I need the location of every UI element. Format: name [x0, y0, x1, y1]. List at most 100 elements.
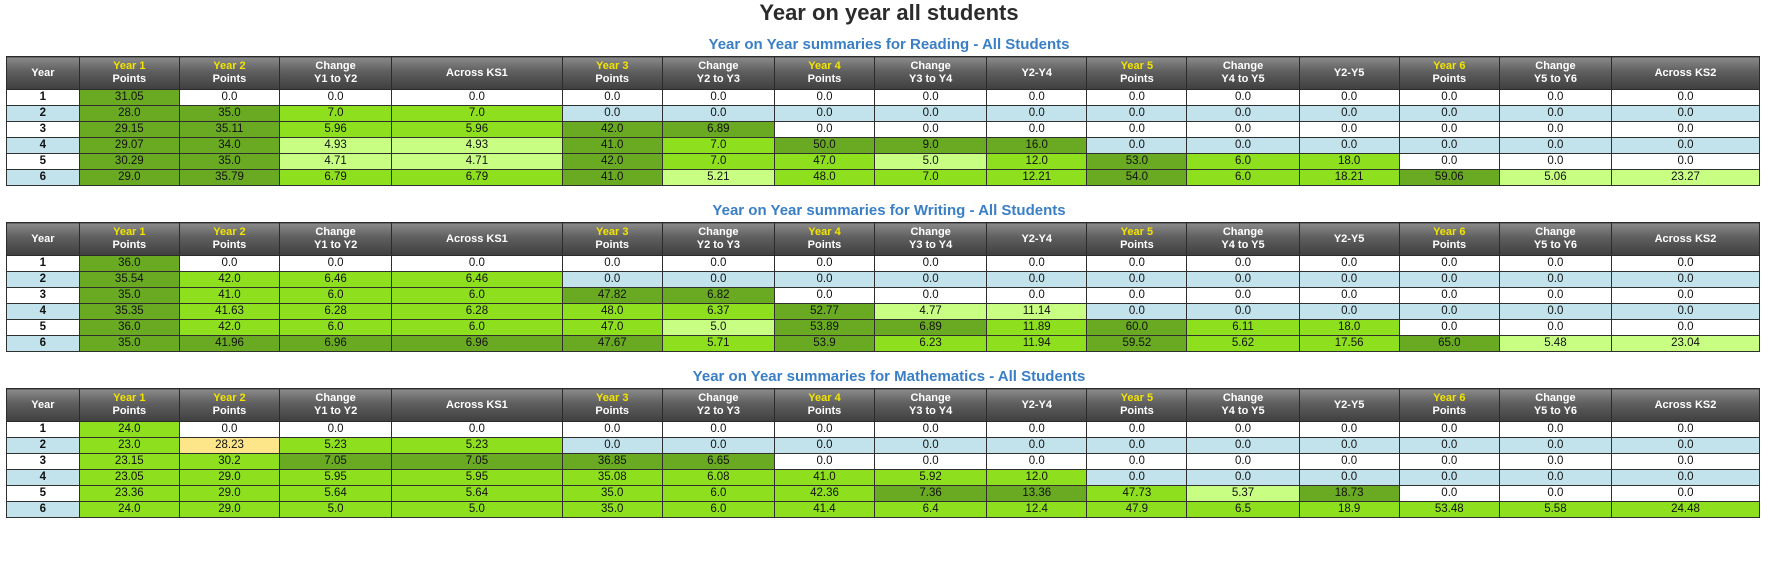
- column-header-year: Year 6: [1433, 226, 1466, 238]
- table-cell: 0.0: [1610, 89, 1761, 106]
- table-cell: 23.15: [78, 453, 180, 470]
- column-header-label: Change Y4 to Y5: [1221, 226, 1265, 251]
- row-year-cell: 4: [6, 469, 80, 486]
- table-cell: 6.82: [661, 287, 775, 304]
- column-header-label: Change Y1 to Y2: [313, 226, 358, 251]
- table-cell: 0.0: [1610, 121, 1761, 138]
- table-cell: 47.67: [561, 335, 663, 352]
- table-cell: 0.0: [986, 287, 1088, 304]
- table-cell: 36.85: [561, 453, 663, 470]
- table-row: 6 29.0 35.79 6.79 6.79 41.0 5.21 48.0 7.0 12.21 54…: [6, 169, 1761, 186]
- table-cell: 5.64: [391, 485, 563, 502]
- table-cell: 0.0: [1298, 453, 1400, 470]
- table-cell: 41.0: [561, 169, 663, 186]
- column-header: Year 5 Points: [1086, 222, 1188, 256]
- table-row: 5 23.36 29.0 5.64 5.64 35.0 6.0 42.36 7.36 13.36 4…: [6, 485, 1761, 502]
- row-year-cell: 5: [6, 153, 80, 170]
- column-header-label: Points: [595, 73, 630, 85]
- column-header: Year 4 Points: [773, 56, 876, 90]
- table-cell: 11.14: [986, 303, 1088, 320]
- row-year-cell: 5: [6, 485, 80, 502]
- table-cell: 0.0: [1298, 105, 1400, 122]
- table-cell: 24.0: [78, 421, 180, 438]
- table-cell: 47.73: [1086, 485, 1188, 502]
- table-cell: 6.46: [279, 271, 393, 288]
- column-header-label: Y2-Y5: [1333, 232, 1365, 245]
- table-cell: 53.9: [773, 335, 876, 352]
- page-title: Year on year all students: [759, 0, 1019, 25]
- table-cell: 0.0: [1610, 105, 1761, 122]
- table-cell: 0.0: [661, 105, 775, 122]
- table-cell: 6.28: [391, 303, 563, 320]
- table-cell: 0.0: [178, 255, 281, 272]
- mathematics-section-title: Year on Year summaries for Mathematics -…: [692, 368, 1086, 385]
- row-year-cell: 2: [6, 271, 80, 288]
- writing-section-title: Year on Year summaries for Writing - All…: [712, 202, 1066, 219]
- table-cell: 0.0: [1186, 89, 1300, 106]
- table-cell: 11.94: [986, 335, 1088, 352]
- column-header: Year 1 Points: [78, 222, 180, 256]
- table-cell: 47.0: [561, 319, 663, 336]
- column-header-label: Points: [212, 405, 247, 417]
- table-cell: 0.0: [986, 271, 1088, 288]
- table-cell: 0.0: [661, 421, 775, 438]
- reading-section: Year on Year summaries for Reading - All…: [0, 34, 1778, 186]
- table-cell: 0.0: [986, 453, 1088, 470]
- table-cell: 23.0: [78, 437, 180, 454]
- column-header: Year: [6, 388, 80, 422]
- column-header: Change Y4 to Y5: [1186, 56, 1300, 90]
- table-cell: 35.0: [561, 485, 663, 502]
- table-cell: 6.0: [1186, 153, 1300, 170]
- column-header-label: Change Y2 to Y3: [696, 392, 740, 417]
- column-header-year: Year 1: [113, 226, 146, 238]
- table-cell: 0.0: [1186, 105, 1300, 122]
- column-header: Year 2 Points: [178, 222, 281, 256]
- table-cell: 5.48: [1498, 335, 1612, 352]
- column-header-label: Y2-Y4: [1021, 232, 1053, 245]
- column-header-year: Year 3: [596, 226, 629, 238]
- column-header-year: Year 6: [1433, 60, 1466, 72]
- table-cell: 6.08: [661, 469, 775, 486]
- table-cell: 7.0: [391, 105, 563, 122]
- table-cell: 42.0: [561, 153, 663, 170]
- table-cell: 30.29: [78, 153, 180, 170]
- table-cell: 0.0: [773, 105, 876, 122]
- column-header: Year 2 Points: [178, 388, 281, 422]
- table-cell: 0.0: [1498, 255, 1612, 272]
- table-cell: 0.0: [1186, 271, 1300, 288]
- table-cell: 0.0: [1398, 469, 1500, 486]
- table-cell: 52.77: [773, 303, 876, 320]
- table-cell: 60.0: [1086, 319, 1188, 336]
- table-cell: 0.0: [1298, 303, 1400, 320]
- column-header: Year: [6, 222, 80, 256]
- column-header-year: Year 4: [808, 60, 841, 72]
- column-header-label: Points: [807, 405, 842, 417]
- row-year-cell: 6: [6, 169, 80, 186]
- table-cell: 5.0: [279, 501, 393, 518]
- column-header-label: Change Y1 to Y2: [313, 392, 358, 417]
- table-cell: 6.79: [279, 169, 393, 186]
- table-cell: 35.08: [561, 469, 663, 486]
- table-cell: 0.0: [1398, 287, 1500, 304]
- table-cell: 5.58: [1498, 501, 1612, 518]
- table-cell: 0.0: [1398, 453, 1500, 470]
- table-cell: 0.0: [1610, 437, 1761, 454]
- table-cell: 0.0: [773, 437, 876, 454]
- table-row: 5 36.0 42.0 6.0 6.0 47.0 5.0 53.89 6.89 11.89 60.0…: [6, 319, 1761, 336]
- table-cell: 23.36: [78, 485, 180, 502]
- table-cell: 42.0: [178, 319, 281, 336]
- table-row: 4 29.07 34.0 4.93 4.93 41.0 7.0 50.0 9.0 16.0 0.0 0…: [6, 137, 1761, 154]
- table-cell: 18.0: [1298, 319, 1400, 336]
- table-row: 3 23.15 30.2 7.05 7.05 36.85 6.65 0.0 0.0 0.0 0.0 0…: [6, 453, 1761, 470]
- column-header: Across KS2: [1610, 56, 1761, 90]
- table-cell: 0.0: [661, 89, 775, 106]
- column-header-label: Y2-Y5: [1333, 66, 1365, 79]
- column-header: Change Y5 to Y6: [1498, 388, 1612, 422]
- table-cell: 0.0: [1610, 485, 1761, 502]
- column-header-year: Year 2: [213, 226, 246, 238]
- table-cell: 6.0: [279, 287, 393, 304]
- table-cell: 35.54: [78, 271, 180, 288]
- table-cell: 0.0: [561, 89, 663, 106]
- table-row: 2 23.0 28.23 5.23 5.23 0.0 0.0 0.0 0.0 0.0 0.0 0.0 0…: [6, 437, 1761, 454]
- column-header: Year 4 Points: [773, 388, 876, 422]
